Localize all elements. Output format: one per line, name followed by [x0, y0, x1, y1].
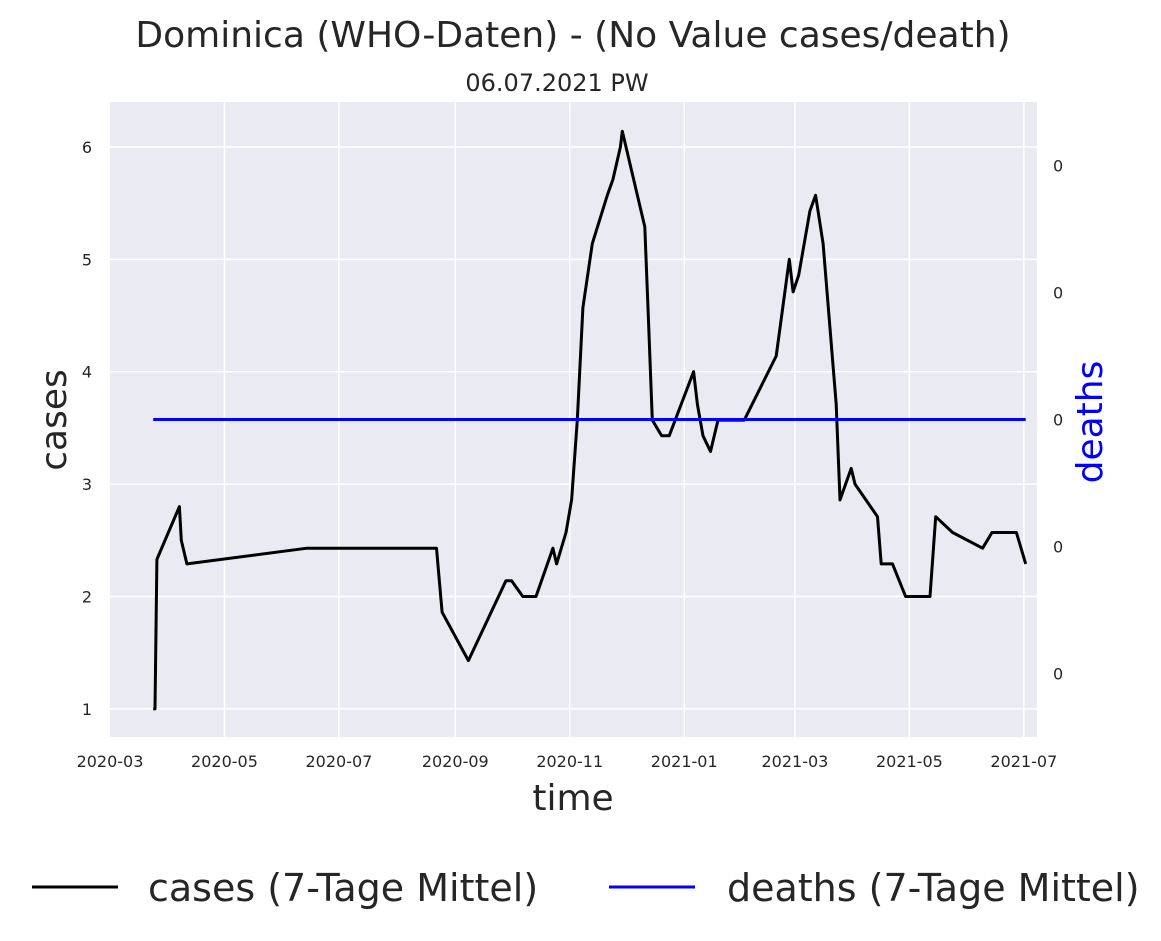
chart-title: Dominica (WHO-Daten) - (No Value cases/d…: [135, 15, 1010, 56]
y-tick-label: 1: [82, 700, 92, 719]
legend-label-deaths: deaths (7-Tage Mittel): [727, 866, 1140, 910]
y2-tick-label: 0: [1053, 157, 1063, 176]
y2-axis-title: deaths: [1070, 361, 1111, 484]
x-tick-label: 2021-03: [761, 752, 828, 771]
x-axis-title: time: [532, 778, 613, 819]
y-tick-label: 3: [82, 475, 92, 494]
x-tick-label: 2020-07: [306, 752, 373, 771]
tick-labels: 2020-03 2020-05 2020-07 2020-09 2020-11 2021-…: [77, 138, 1064, 771]
y-tick-label: 2: [82, 588, 92, 607]
y-tick-label: 4: [82, 363, 92, 382]
chart-subtitle: 06.07.2021 PW: [465, 69, 648, 97]
y2-tick-label: 0: [1053, 411, 1063, 430]
legend-label-cases: cases (7-Tage Mittel): [148, 866, 538, 910]
x-tick-label: 2020-03: [77, 752, 144, 771]
y2-tick-label: 0: [1053, 538, 1063, 557]
y-tick-label: 5: [82, 250, 92, 269]
legend: cases (7-Tage Mittel) deaths (7-Tage Mit…: [32, 866, 1140, 910]
x-tick-label: 2021-07: [990, 752, 1057, 771]
y-axis-title: cases: [34, 369, 75, 471]
series-layer: [153, 129, 1028, 711]
x-tick-label: 2020-09: [422, 752, 489, 771]
y2-tick-label: 0: [1053, 284, 1063, 303]
y2-tick-label: 0: [1053, 665, 1063, 684]
y-tick-label: 6: [82, 138, 92, 157]
x-tick-label: 2020-11: [536, 752, 603, 771]
x-tick-label: 2021-01: [651, 752, 718, 771]
series-line-cases: [153, 129, 1028, 711]
x-tick-label: 2020-05: [191, 752, 258, 771]
x-tick-label: 2021-05: [876, 752, 943, 771]
